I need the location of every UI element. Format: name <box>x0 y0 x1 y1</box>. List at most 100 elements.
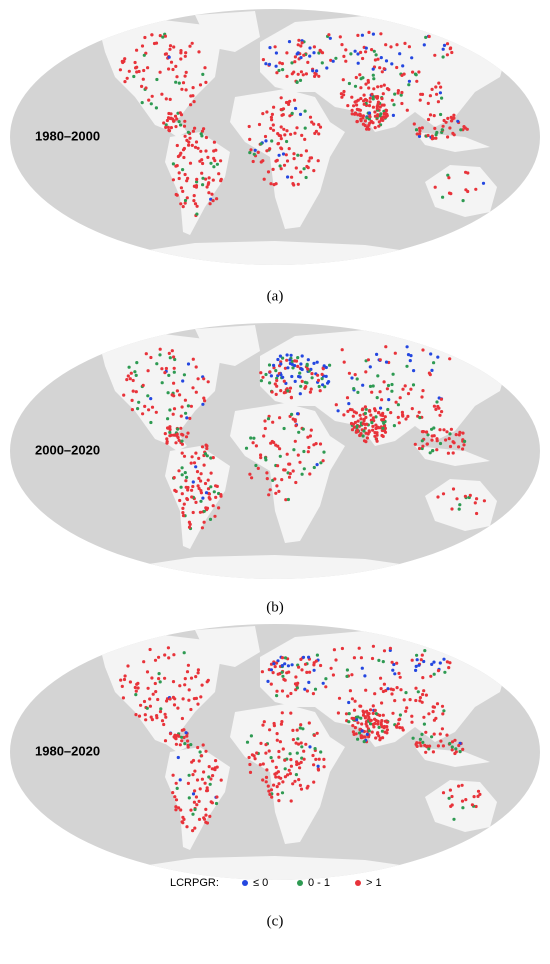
city-dot <box>191 510 195 515</box>
city-dot <box>401 414 405 418</box>
city-dot <box>299 153 303 157</box>
map-panel: 2000–2020 <box>10 323 540 579</box>
city-dot <box>355 103 359 107</box>
city-dot <box>296 182 300 186</box>
city-dot <box>381 660 385 664</box>
city-dot <box>371 32 375 36</box>
city-dot <box>191 812 195 816</box>
city-dot <box>426 433 430 437</box>
city-dot <box>361 116 365 120</box>
city-dot <box>208 814 212 818</box>
city-dot <box>298 783 302 787</box>
city-dot <box>201 183 205 187</box>
city-dot <box>473 501 477 505</box>
city-dot <box>204 135 208 140</box>
city-dot <box>150 405 155 409</box>
city-dot <box>155 362 159 366</box>
city-dot <box>122 677 127 682</box>
city-dot <box>377 124 381 128</box>
city-dot <box>289 764 293 768</box>
city-dot <box>393 699 397 703</box>
city-dot <box>168 356 172 360</box>
city-dot <box>380 70 384 74</box>
city-dot <box>293 418 297 422</box>
city-dot <box>150 718 154 722</box>
city-dot <box>390 692 394 696</box>
city-dot <box>359 656 363 660</box>
city-dot <box>190 495 194 499</box>
city-dot <box>288 358 292 362</box>
city-dot <box>460 799 465 803</box>
city-dot <box>285 358 289 362</box>
city-dot <box>194 451 198 455</box>
city-dot <box>290 175 294 179</box>
city-dot <box>390 660 394 664</box>
city-dot <box>351 730 355 734</box>
city-dot <box>211 178 215 182</box>
city-dot <box>134 390 138 394</box>
city-dot <box>174 164 178 168</box>
city-dot <box>424 35 428 39</box>
city-dot <box>350 376 354 380</box>
city-dot <box>299 362 303 366</box>
city-dot <box>261 159 265 163</box>
city-dot <box>391 711 395 715</box>
city-dot <box>288 772 292 776</box>
city-dot <box>376 57 380 61</box>
city-dot <box>404 417 408 421</box>
city-dot <box>282 127 286 131</box>
city-dot <box>373 431 377 435</box>
city-dot <box>382 83 386 87</box>
city-dot <box>417 410 421 414</box>
city-dot <box>458 503 462 507</box>
city-dot <box>180 735 184 739</box>
city-dot <box>250 753 254 757</box>
city-dot <box>192 461 197 465</box>
city-dot <box>179 123 183 127</box>
city-dot <box>263 426 267 431</box>
city-dot <box>146 686 150 690</box>
city-dot <box>337 696 342 700</box>
city-dot <box>200 777 204 781</box>
city-dot <box>149 715 153 719</box>
city-dot <box>289 132 293 136</box>
city-dot <box>202 463 206 467</box>
city-dot <box>264 751 268 755</box>
city-dot <box>441 55 445 59</box>
city-dot <box>393 92 397 96</box>
city-dot <box>277 755 281 759</box>
city-dot <box>134 373 138 377</box>
city-dot <box>415 658 419 662</box>
city-dot <box>411 383 416 387</box>
city-dot <box>358 113 362 117</box>
city-dot <box>361 122 365 126</box>
city-dot <box>197 759 201 763</box>
city-dot <box>478 792 482 796</box>
city-dot <box>390 382 394 387</box>
city-dot <box>383 430 388 434</box>
city-dot <box>433 126 437 130</box>
city-dot <box>381 118 385 122</box>
city-dot <box>426 101 430 105</box>
city-dot <box>295 751 299 755</box>
city-dot <box>434 407 438 411</box>
city-dot <box>385 387 389 391</box>
city-dot <box>195 180 199 184</box>
city-dot <box>311 692 315 696</box>
city-dot <box>271 759 275 763</box>
city-dot <box>180 405 184 409</box>
city-dot <box>163 52 167 56</box>
city-dot <box>165 699 169 703</box>
city-dot <box>209 161 213 165</box>
city-dot <box>371 644 375 648</box>
city-dot <box>410 407 414 411</box>
city-dot <box>248 770 253 774</box>
city-dot <box>183 201 187 205</box>
city-dot <box>317 757 321 761</box>
city-dot <box>300 756 304 760</box>
city-dot <box>274 765 278 769</box>
city-dot <box>307 445 311 450</box>
city-dot <box>186 488 190 492</box>
city-dot <box>180 492 184 496</box>
city-dot <box>154 106 158 110</box>
